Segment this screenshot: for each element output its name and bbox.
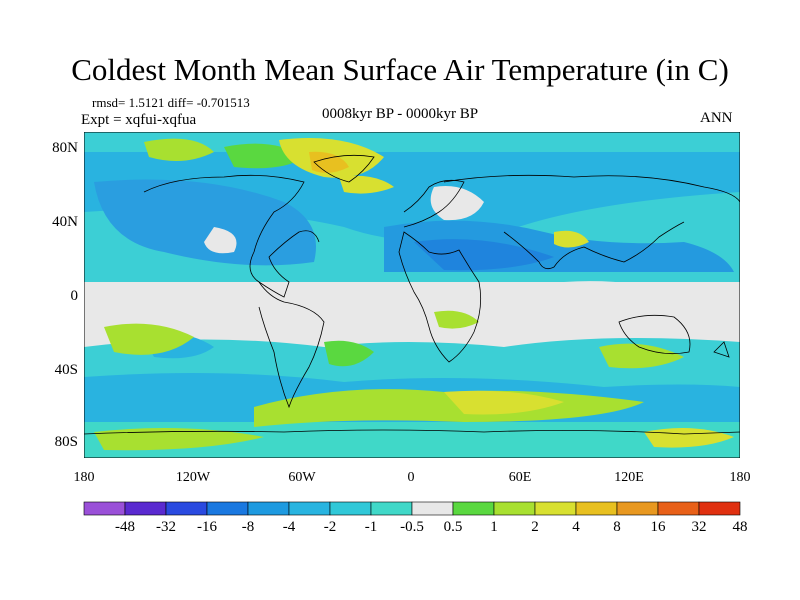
colorbar-swatch: [83, 501, 126, 516]
colorbar-label: -8: [241, 519, 255, 535]
lon-label-0: 0: [407, 470, 415, 485]
stats-label: rmsd= 1.5121 diff= -0.701513: [92, 95, 250, 110]
colorbar-label: 48: [732, 519, 748, 535]
colorbar-label: -32: [156, 519, 176, 535]
coastlines: [84, 154, 740, 435]
lat-label-80n: 80N: [52, 140, 78, 156]
lon-label-120e: 120E: [614, 470, 644, 485]
lon-label-180e: 180: [729, 470, 751, 485]
colorbar-label: 16: [650, 519, 666, 535]
colorbar-swatch: [165, 501, 208, 516]
lon-label-60w: 60W: [288, 470, 316, 485]
colorbar-label: 8: [613, 519, 621, 535]
lat-label-0: 0: [70, 288, 79, 304]
positive-anomalies: [94, 138, 734, 451]
colorbar-label: -16: [197, 519, 217, 535]
chart-title: Coldest Month Mean Surface Air Temperatu…: [71, 52, 729, 87]
colorbar-label: 0.5: [443, 519, 463, 535]
lat-label-40s: 40S: [54, 362, 78, 378]
colorbar-swatch: [575, 501, 618, 516]
colorbar-label: -1: [364, 519, 378, 535]
lon-label-60e: 60E: [508, 470, 532, 485]
season-label: ANN: [700, 110, 733, 126]
colorbar-label: -48: [115, 519, 135, 535]
lon-label-180w: 180: [73, 470, 95, 485]
colorbar-label: -2: [323, 519, 337, 535]
colorbar-swatch: [493, 501, 536, 516]
experiment-label: Expt = xqfui-xqfua: [81, 112, 197, 128]
period-label: 0008kyr BP - 0000kyr BP: [322, 106, 479, 122]
colorbar-swatch: [329, 501, 372, 516]
anomaly-fields: [84, 132, 740, 458]
colorbar-swatch: [206, 501, 249, 516]
colorbar-swatch: [288, 501, 331, 516]
colorbar-swatch: [452, 501, 495, 516]
colorbar-label: 32: [691, 519, 707, 535]
colorbar-swatch: [698, 501, 741, 516]
colorbar-swatch: [247, 501, 290, 516]
colorbar-label: 4: [572, 519, 580, 535]
colorbar-swatch: [124, 501, 167, 516]
colorbar-label: -0.5: [400, 519, 424, 535]
lat-label-80s: 80S: [54, 434, 78, 450]
temperature-difference-map: [84, 132, 740, 458]
lat-label-40n: 40N: [52, 214, 78, 230]
lon-label-120w: 120W: [175, 470, 211, 485]
colorbar-swatch: [370, 501, 413, 516]
colorbar-label: 1: [490, 519, 498, 535]
colorbar-label: -4: [282, 519, 296, 535]
colorbar-swatch: [534, 501, 577, 516]
colorbar-label: 2: [531, 519, 539, 535]
colorbar-swatch: [657, 501, 700, 516]
colorbar-swatch: [616, 501, 659, 516]
colorbar-swatch: [411, 501, 454, 516]
